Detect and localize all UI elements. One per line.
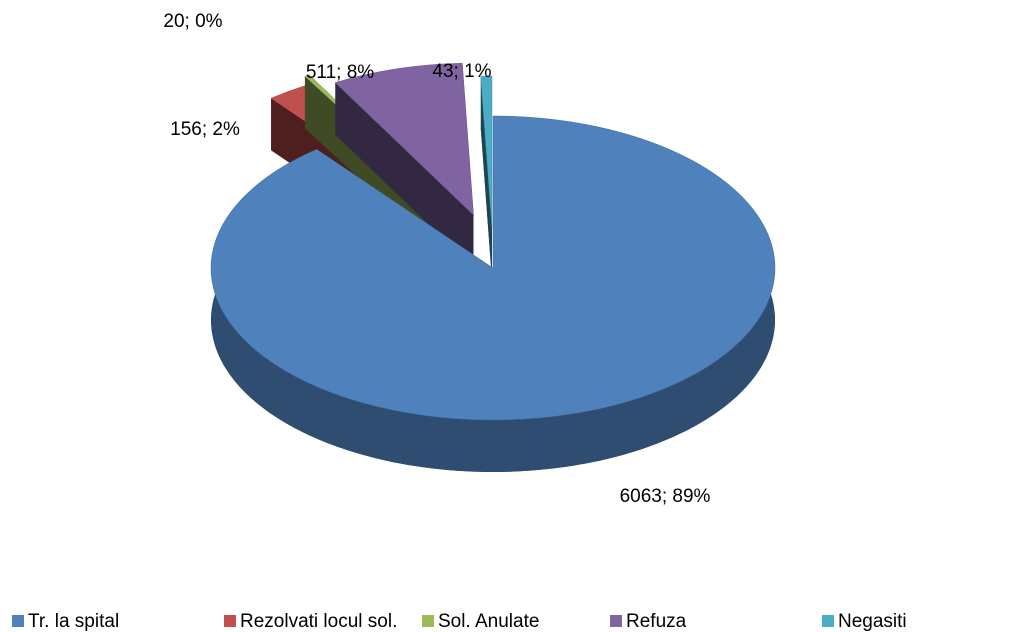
slice-wall <box>335 82 474 268</box>
legend-swatch <box>610 615 622 627</box>
slice-top <box>480 75 493 229</box>
legend-label: Sol. Anulate <box>438 611 539 632</box>
legend-swatch <box>12 615 24 627</box>
legend-label: Rezolvati locul sol. <box>240 611 397 632</box>
data-label: 20; 0% <box>163 11 222 32</box>
legend-label: Negasiti <box>838 611 907 632</box>
legend-swatch <box>822 615 834 627</box>
legend-label: Refuza <box>626 611 687 632</box>
slice-top <box>210 115 776 421</box>
legend-swatch <box>422 615 434 627</box>
data-label: 6063; 89% <box>620 486 711 507</box>
slice <box>480 75 493 281</box>
data-label: 156; 2% <box>170 119 240 140</box>
legend-swatch <box>224 615 236 627</box>
slice <box>210 115 776 472</box>
legend-label: Tr. la spital <box>28 611 119 632</box>
data-label: 43; 1% <box>432 61 491 82</box>
slice-top <box>334 62 474 216</box>
data-label: 511; 8% <box>306 62 374 83</box>
slice <box>334 62 474 268</box>
slice-wall <box>480 76 492 281</box>
